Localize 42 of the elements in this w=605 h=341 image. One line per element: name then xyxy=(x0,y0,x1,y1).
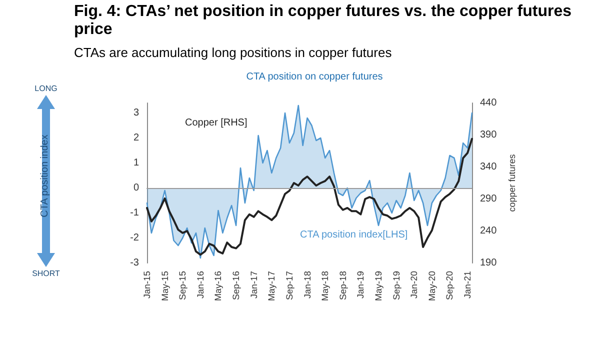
x-tick-label: May-18 xyxy=(320,271,330,302)
caption: Fig. 4: CTAs’ net position in copper futures vs. the copper futures price xyxy=(74,3,573,39)
y2-tick-label: 240 xyxy=(480,226,498,236)
x-tick-label: Jan-21 xyxy=(462,271,473,299)
y-tick-label: 0 xyxy=(133,182,140,194)
x-tick-label: May-19 xyxy=(374,271,384,302)
y-tick-label: 3 xyxy=(133,108,140,118)
x-tick-label: Jan-18 xyxy=(302,271,312,299)
chart-subtitle: CTAs are accumulating long positions in copper futures xyxy=(74,45,392,60)
y-tick-label: 1 xyxy=(133,158,140,168)
chart-title: CTA position on copper futures xyxy=(246,72,383,82)
x-tick-label: Jan-19 xyxy=(356,271,366,299)
x-tick-label: Sep-15 xyxy=(178,271,188,300)
x-tick-label: Jan-20 xyxy=(409,271,420,299)
y-tick-label: 2 xyxy=(133,132,140,144)
x-tick-label: Sep-18 xyxy=(338,271,348,300)
x-tick-label: Jan-15 xyxy=(142,271,152,299)
x-tick-label: May-17 xyxy=(266,271,277,302)
x-tick-label: Jan-16 xyxy=(195,271,206,299)
text: LONG xyxy=(34,84,58,93)
y-tick-label: -2 xyxy=(130,232,140,244)
y2-tick-label: 440 xyxy=(480,98,498,108)
x-tick-label: May-15 xyxy=(160,271,170,302)
y2-tick-label: 190 xyxy=(480,258,498,268)
y2-tick-label: 290 xyxy=(480,194,498,204)
x-tick-label: Sep-16 xyxy=(231,271,242,300)
x-tick-label: Sep-19 xyxy=(391,271,402,300)
x-tick-label: May-20 xyxy=(426,271,437,302)
text: CTA position index[LHS] xyxy=(300,230,408,240)
x-tick-label: May-16 xyxy=(213,271,224,302)
line-series xyxy=(146,138,473,256)
text: CTA position index xyxy=(40,134,50,218)
x-tick-label: Sep-20 xyxy=(444,271,455,300)
x-tick-label: Sep-17 xyxy=(284,271,294,300)
y2-tick-label: 390 xyxy=(480,130,498,140)
y-tick-label: -3 xyxy=(130,258,140,268)
y-tick-label: -1 xyxy=(130,208,140,218)
text: SHORT xyxy=(32,269,60,278)
x-tick-label: Jan-17 xyxy=(248,271,259,299)
y2-axis-title: copper futures xyxy=(507,154,518,212)
y2-tick-label: 340 xyxy=(480,162,498,172)
text: Copper [RHS] xyxy=(185,118,248,128)
